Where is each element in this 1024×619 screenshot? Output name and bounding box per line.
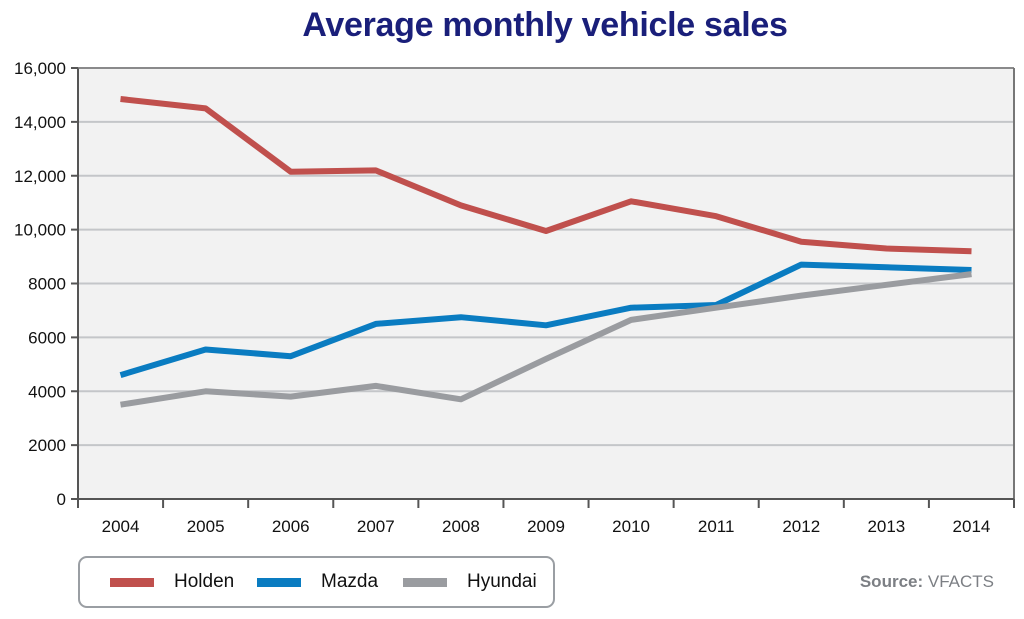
series-lines <box>119 96 972 408</box>
legend-swatch <box>110 577 154 587</box>
y-tick-label: 0 <box>57 490 66 509</box>
tick-labels: 0 2000 4000 6000 8000 10,000 12,000 14,000 16,00… <box>14 59 990 536</box>
legend-item-holden: Holden <box>110 558 234 606</box>
legend-label: Mazda <box>321 571 379 592</box>
source-prefix: Source: <box>859 572 924 591</box>
x-tick-label: 2005 <box>187 517 225 536</box>
series-line-mazda <box>119 261 972 378</box>
y-tick-label: 2000 <box>28 436 66 455</box>
legend: Holden Mazda Hyundai <box>78 556 555 608</box>
series-line-hyundai <box>120 271 972 408</box>
x-tick-label: 2014 <box>953 517 991 536</box>
x-tick-label: 2008 <box>442 517 480 536</box>
legend-swatch <box>403 577 447 587</box>
x-tick-label: 2009 <box>527 517 565 536</box>
legend-swatch <box>257 577 301 587</box>
series-line-holden <box>120 96 972 255</box>
chart-title: Average monthly vehicle sales <box>302 6 788 44</box>
y-tick-label: 6000 <box>28 328 66 347</box>
y-tick-label: 12,000 <box>14 167 66 186</box>
x-tick-label: 2013 <box>867 517 905 536</box>
y-tick-label: 14,000 <box>14 113 66 132</box>
x-tick-label: 2004 <box>102 517 140 536</box>
source-note: Source: VFACTS <box>860 572 994 592</box>
x-tick-label: 2012 <box>782 517 820 536</box>
x-tick-label: 2011 <box>698 517 735 536</box>
x-tick-label: 2007 <box>357 517 395 536</box>
legend-label: Holden <box>174 571 235 592</box>
x-tick-label: 2010 <box>612 517 650 536</box>
axes <box>71 67 1015 508</box>
source-name: VFACTS <box>927 572 994 591</box>
y-tick-label: 4000 <box>28 382 66 401</box>
legend-item-mazda: Mazda <box>257 558 378 606</box>
legend-item-hyundai: Hyundai <box>403 558 537 606</box>
y-tick-label: 8000 <box>28 275 66 294</box>
y-tick-label: 10,000 <box>14 221 66 240</box>
legend-label: Hyundai <box>467 571 537 592</box>
y-tick-label: 16,000 <box>14 59 66 78</box>
x-tick-label: 2006 <box>272 517 310 536</box>
